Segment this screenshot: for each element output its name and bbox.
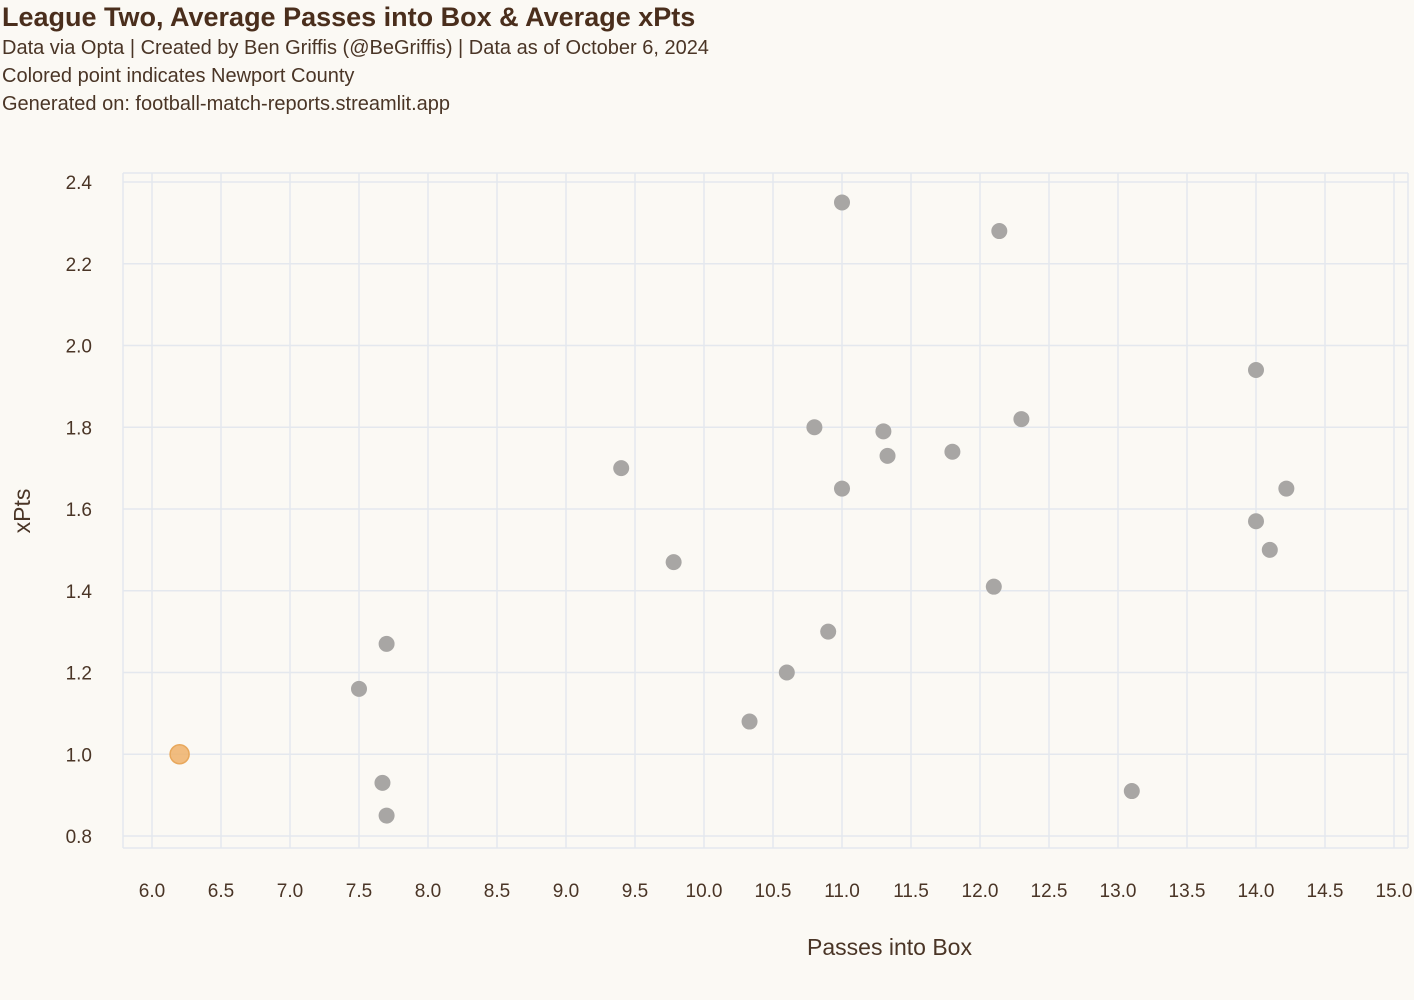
data-point [875,423,892,440]
data-point [613,460,630,477]
x-tick-label: 7.0 [277,881,303,902]
subtitle-highlight-note: Colored point indicates Newport County [2,65,355,87]
x-tick-label: 6.5 [208,881,234,902]
data-point [944,443,961,460]
data-point [351,680,367,697]
data-point [374,774,391,791]
data-point [1248,362,1264,379]
data-points [169,194,1295,824]
x-tick-label: 11.0 [824,881,860,902]
x-tick-label: 10.5 [755,881,792,902]
data-point [820,623,837,640]
data-point [1261,541,1278,558]
x-tick-label: 8.0 [415,881,441,902]
x-tick-label: 11.5 [893,881,929,902]
data-point [378,807,395,824]
tick-labels: 6.0 6.5 7.0 7.5 8.0 8.5 9.0 9.5 10.0 10.5 11.0 11.5… [66,173,1413,902]
y-tick-label: 1.8 [66,418,92,439]
y-tick-label: 1.2 [66,664,92,685]
data-point [378,635,395,652]
data-point [665,554,682,571]
data-point [1123,783,1140,800]
x-tick-label: 8.5 [484,881,510,902]
data-point [834,194,850,211]
x-tick-label: 9.5 [622,881,648,902]
subtitle-generated-on: Generated on: football-match-reports.str… [2,93,450,115]
y-tick-label: 1.6 [66,500,92,521]
x-tick-label: 10.0 [686,881,723,902]
chart-title: League Two, Average Passes into Box & Av… [2,2,696,32]
x-tick-label: 15.0 [1376,881,1413,902]
data-point [985,578,1002,595]
y-tick-label: 2.2 [66,255,92,276]
x-tick-label: 14.5 [1307,881,1344,902]
data-point [778,664,795,681]
data-point [991,223,1008,240]
data-point [1013,411,1030,428]
y-tick-label: 2.0 [66,337,92,358]
data-point [834,480,850,497]
x-axis-title: Passes into Box [807,934,972,960]
y-tick-label: 2.4 [66,173,93,194]
x-tick-label: 12.5 [1031,881,1068,902]
y-tick-label: 0.8 [66,827,92,848]
chart-header: League Two, Average Passes into Box & Av… [2,0,1402,118]
data-point [1248,513,1264,530]
data-point [1278,480,1295,497]
data-point [806,419,823,436]
y-axis-title: xPts [9,489,35,534]
x-tick-label: 6.0 [139,881,165,902]
y-tick-label: 1.4 [66,582,93,603]
x-tick-label: 9.0 [553,881,579,902]
data-point [879,447,896,464]
y-tick-label: 1.0 [66,745,92,766]
x-tick-label: 12.0 [962,881,999,902]
highlighted-point [169,744,190,765]
data-point [741,713,758,730]
x-tick-label: 13.5 [1169,881,1206,902]
grid-lines [122,172,1409,849]
x-tick-label: 14.0 [1238,881,1275,902]
x-tick-label: 7.5 [346,881,372,902]
subtitle-source: Data via Opta | Created by Ben Griffis (… [2,37,709,59]
x-tick-label: 13.0 [1100,881,1137,902]
